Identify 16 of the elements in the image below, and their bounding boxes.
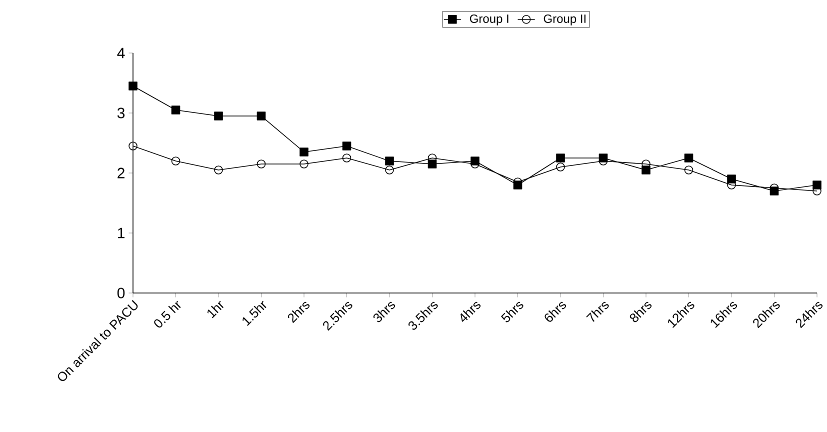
x-tick-label: 3hrs xyxy=(373,302,396,322)
x-tick-label: 6hrs xyxy=(544,302,566,322)
x-tick-label: 2hrs xyxy=(288,302,310,324)
x-tick-label: 1hr xyxy=(207,300,224,318)
x-tick-label: 0.5 hr xyxy=(154,300,181,328)
y-tick-label: 0 xyxy=(117,288,125,298)
y-tick-label: 1 xyxy=(118,228,124,238)
y-tick-label: 2 xyxy=(118,168,124,178)
legend-label: Group I xyxy=(470,14,508,26)
y-tick-label: 4 xyxy=(117,48,125,58)
x-tick-label: 4hrs xyxy=(460,302,481,322)
legend-label: Group II xyxy=(544,14,586,26)
y-tick-label: 3 xyxy=(117,108,125,118)
x-tick-label: 5hrs xyxy=(500,302,524,322)
x-tick-label: 7hrs xyxy=(586,302,609,322)
x-tick-label: 8hrs xyxy=(630,302,652,322)
